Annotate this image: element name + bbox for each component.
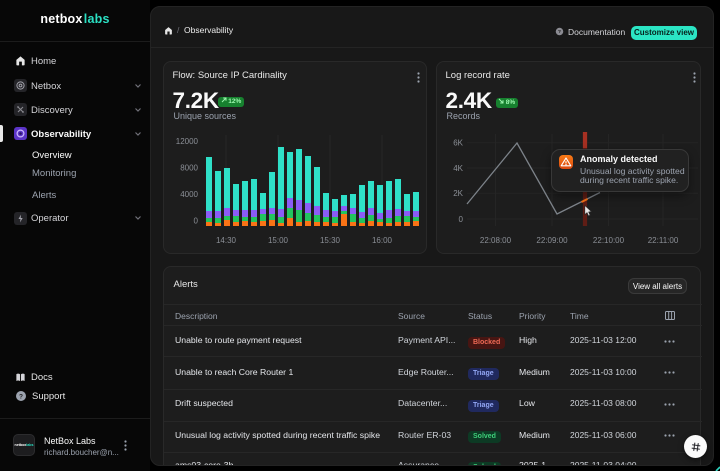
svg-text:14:30: 14:30: [216, 236, 237, 245]
svg-text:2K: 2K: [453, 189, 463, 198]
svg-text:?: ?: [558, 29, 561, 35]
svg-text:4000: 4000: [180, 190, 198, 199]
svg-text:?: ?: [19, 393, 23, 400]
svg-text:22:10:00: 22:10:00: [593, 236, 625, 245]
svg-text:15:00: 15:00: [268, 236, 289, 245]
svg-text:15:30: 15:30: [320, 236, 341, 245]
svg-text:22:09:00: 22:09:00: [536, 236, 568, 245]
svg-text:12000: 12000: [176, 137, 199, 146]
svg-text:0: 0: [459, 215, 464, 224]
svg-text:6K: 6K: [453, 139, 463, 148]
svg-text:16:00: 16:00: [372, 236, 393, 245]
svg-text:22:08:00: 22:08:00: [480, 236, 512, 245]
svg-text:0: 0: [194, 217, 199, 226]
svg-text:22:11:00: 22:11:00: [648, 236, 679, 245]
svg-text:8000: 8000: [180, 164, 198, 173]
svg-text:4K: 4K: [453, 164, 463, 173]
